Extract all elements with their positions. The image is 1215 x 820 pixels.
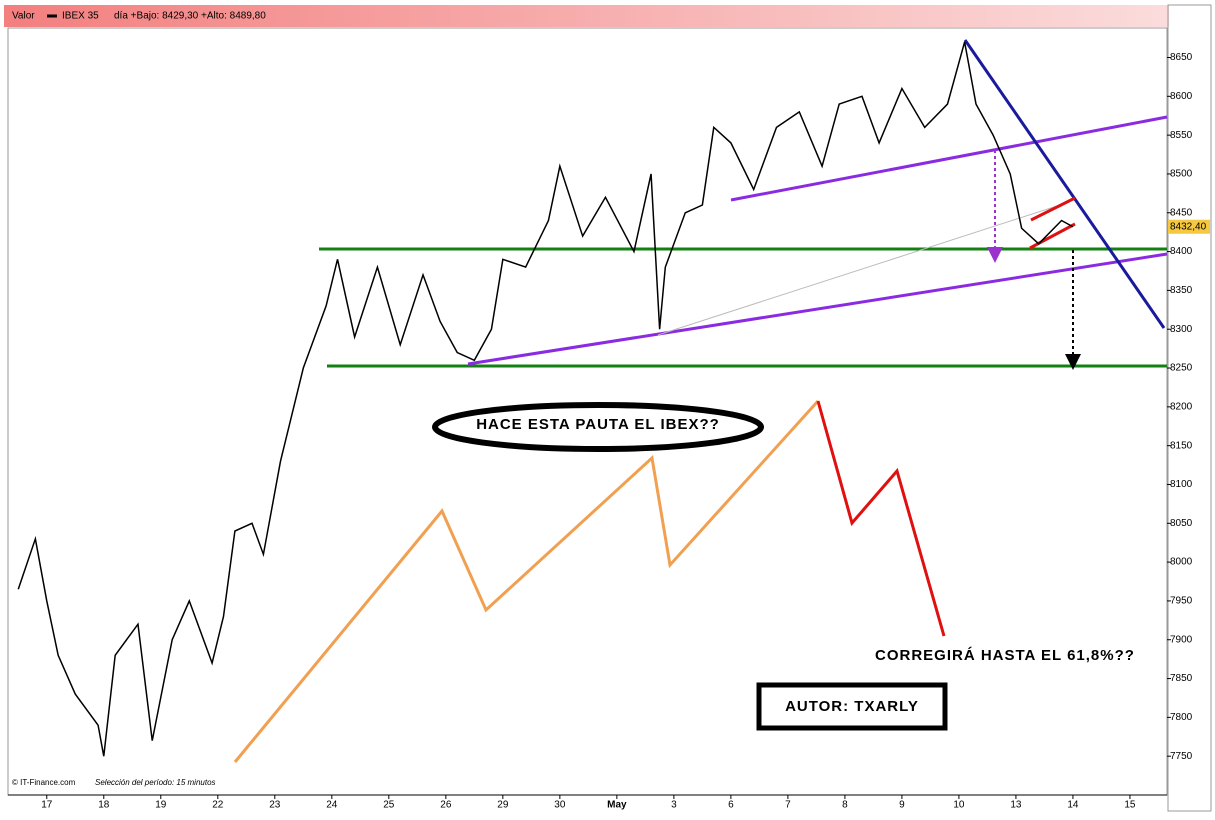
y-tick-label: 8400 [1170,246,1193,257]
y-tick-label: 7900 [1170,634,1193,645]
x-tick-label: 17 [41,800,53,811]
x-tick-label: May [607,800,627,811]
y-tick-label: 7950 [1170,596,1193,607]
author-box [756,682,948,731]
callout-ellipse [432,402,764,452]
x-tick-label: 19 [155,800,167,811]
footer-source: © IT-Finance.com [12,778,76,787]
trend-line [467,252,1168,366]
legend-entry: IBEX 35 [62,11,99,22]
pattern-line [816,400,946,637]
y-tick-label: 7750 [1170,751,1193,762]
x-tick-label: 29 [497,800,509,811]
x-tick-label: 9 [899,800,905,811]
y-tick-label: 8150 [1170,440,1193,451]
x-tick-label: 10 [953,800,965,811]
x-tick-label: 22 [212,800,224,811]
y-tick-label: 8100 [1170,479,1193,490]
header-bar [4,5,1169,27]
thin-line [657,204,1061,336]
y-tick-label: 8650 [1170,52,1193,63]
y-tick-label: 8550 [1170,130,1193,141]
price-line [17,41,1074,757]
annotations [233,39,1168,763]
x-tick-label: 15 [1124,800,1136,811]
axis-frame [1167,4,1212,812]
y-tick-label: 8450 [1170,207,1193,218]
y-tick-label: 8350 [1170,285,1193,296]
x-tick-label: 25 [383,800,395,811]
x-tick-label: 6 [728,800,734,811]
x-tick-label: 18 [98,800,110,811]
y-tick-label: 8050 [1170,518,1193,529]
flag-line [1030,196,1076,222]
trend-line [963,39,1166,329]
y-tick-label: 8200 [1170,401,1193,412]
y-tick-label: 8250 [1170,363,1193,374]
question-text: HACE ESTA PAUTA EL IBEX?? [476,416,720,433]
last-price-box [1168,219,1210,234]
x-tick-label: 8 [842,800,848,811]
target-text: CORREGIRÁ HASTA EL 61,8%?? [875,647,1135,664]
trend-line [730,115,1168,202]
y-tick-label: 8500 [1170,169,1193,180]
x-tick-label: 7 [785,800,791,811]
x-tick-label: 23 [269,800,281,811]
y-tick-label: 7850 [1170,673,1193,684]
flag-line [1029,222,1076,250]
author-text: AUTOR: TXARLY [785,698,919,715]
y-tick-label: 8300 [1170,324,1193,335]
pattern-line [233,399,820,763]
x-tick-label: 3 [671,800,677,811]
x-tick-label: 14 [1067,800,1079,811]
header-field: Valor [12,11,35,22]
y-tick-label: 8000 [1170,557,1193,568]
x-tick-label: 26 [440,800,452,811]
y-tick-label: 8600 [1170,91,1193,102]
x-tick-label: 24 [326,800,338,811]
footer-period: Selección del período: 15 minutos [95,778,216,787]
x-tick-label: 30 [554,800,566,811]
header-stats: día +Bajo: 8429,30 +Alto: 8489,80 [114,11,266,22]
last-price-label: 8432,40 [1170,221,1207,232]
x-tick-label: 13 [1010,800,1022,811]
y-tick-label: 7800 [1170,712,1193,723]
